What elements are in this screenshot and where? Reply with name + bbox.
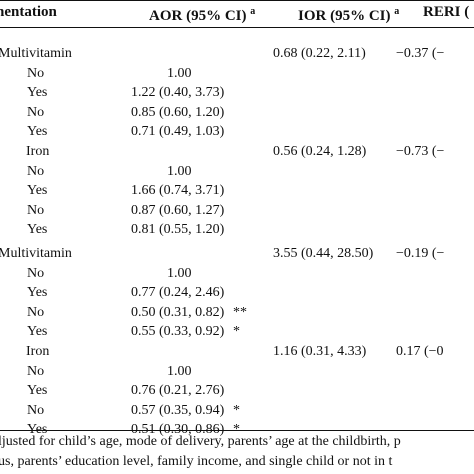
header-ior-label: IOR (95% CI)	[298, 8, 391, 24]
aor-cell: 1.00	[131, 363, 273, 381]
group-label: Multivitamin	[0, 46, 72, 61]
aor-cell: 0.76 (0.21, 2.76)	[131, 382, 273, 400]
aor-cell: 1.00	[131, 65, 273, 83]
level-label: Yes	[27, 85, 48, 101]
table-bottom-rule	[0, 430, 474, 431]
level-label: No	[27, 402, 45, 418]
header-ior-footnote-mark: a	[394, 6, 400, 17]
level-label: Yes	[27, 324, 48, 340]
ior-value: 1.16 (0.31, 4.33)	[273, 344, 367, 359]
aor-cell: 1.22 (0.40, 3.73)	[131, 84, 273, 102]
aor-value: 1.00	[167, 363, 192, 379]
aor-value: 0.81 (0.55, 1.20)	[131, 222, 225, 238]
aor-cell: 0.85 (0.60, 1.20)	[131, 104, 273, 122]
aor-value: 0.55 (0.33, 0.92)	[131, 324, 225, 340]
header-ior: IOR (95% CI) a	[298, 3, 399, 25]
level-label: Yes	[27, 285, 48, 301]
ior-value: 3.55 (0.44, 28.50)	[273, 246, 374, 261]
aor-value: 0.51 (0.30, 0.86)	[131, 422, 225, 438]
aor-value: 0.87 (0.60, 1.27)	[131, 202, 225, 218]
header-aor-label: AOR (95% CI)	[149, 8, 247, 24]
reri-value: −0.37 (−	[396, 46, 445, 61]
aor-cell: 1.66 (0.74, 3.71)	[131, 182, 273, 200]
aor-value: 1.66 (0.74, 3.71)	[131, 183, 225, 199]
aor-cell: 0.50 (0.31, 0.82) **	[131, 304, 273, 322]
significance-marker: *	[233, 324, 240, 340]
reri-value: 0.17 (−0	[396, 344, 444, 359]
level-label: No	[27, 202, 45, 218]
aor-cell: 0.57 (0.35, 0.94) *	[131, 402, 273, 420]
reri-value: −0.19 (−	[396, 246, 445, 261]
level-label: No	[27, 104, 45, 120]
level-label: Yes	[27, 183, 48, 199]
footnote-line-2: us, parents’ education level, family inc…	[0, 454, 393, 469]
aor-value: 1.00	[167, 65, 192, 81]
header-supplementation: nentation	[0, 4, 57, 20]
level-label: No	[27, 304, 45, 320]
level-label: No	[27, 65, 45, 81]
level-label: No	[27, 163, 45, 179]
ior-value: 0.68 (0.22, 2.11)	[273, 46, 366, 61]
group-label: Multivitamin	[0, 246, 72, 261]
level-label: Yes	[27, 222, 48, 238]
group-label: Iron	[26, 344, 50, 359]
aor-cell: 1.00	[131, 163, 273, 181]
level-label: No	[27, 363, 45, 379]
header-aor-footnote-mark: a	[250, 6, 256, 17]
aor-cell: 0.71 (0.49, 1.03)	[131, 123, 273, 141]
aor-value: 0.57 (0.35, 0.94)	[131, 402, 225, 418]
aor-value: 1.22 (0.40, 3.73)	[131, 85, 225, 101]
level-label: No	[27, 265, 45, 281]
header-reri: RERI (	[423, 4, 470, 20]
aor-value: 0.77 (0.24, 2.46)	[131, 285, 225, 301]
aor-value: 1.00	[167, 265, 192, 281]
ior-value: 0.56 (0.24, 1.28)	[273, 144, 367, 159]
aor-value: 0.71 (0.49, 1.03)	[131, 124, 225, 140]
header-aor: AOR (95% CI) a	[149, 3, 255, 25]
header-rule	[0, 27, 474, 28]
significance-marker: **	[233, 304, 247, 320]
level-label: Yes	[27, 124, 48, 140]
footnote-line-1: ljusted for child’s age, mode of deliver…	[0, 434, 401, 449]
significance-marker: *	[233, 422, 240, 438]
aor-value: 1.00	[167, 163, 192, 179]
aor-cell: 0.87 (0.60, 1.27)	[131, 202, 273, 220]
aor-value: 0.76 (0.21, 2.76)	[131, 383, 225, 399]
aor-cell: 0.81 (0.55, 1.20)	[131, 221, 273, 239]
aor-cell: 0.77 (0.24, 2.46)	[131, 284, 273, 302]
reri-value: −0.73 (−	[396, 144, 445, 159]
aor-cell: 0.51 (0.30, 0.86) *	[131, 421, 273, 439]
aor-cell: 0.55 (0.33, 0.92) *	[131, 323, 273, 341]
level-label: Yes	[27, 383, 48, 399]
aor-cell: 1.00	[131, 265, 273, 283]
aor-value: 0.50 (0.31, 0.82)	[131, 304, 225, 320]
significance-marker: *	[233, 402, 240, 418]
group-label: Iron	[26, 144, 50, 159]
level-label: Yes	[27, 422, 48, 438]
table-top-rule	[0, 0, 474, 1]
aor-value: 0.85 (0.60, 1.20)	[131, 104, 225, 120]
